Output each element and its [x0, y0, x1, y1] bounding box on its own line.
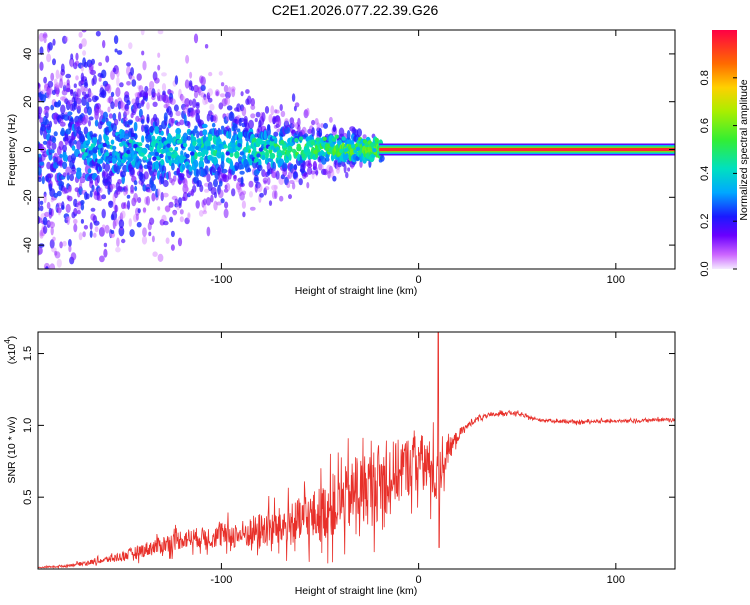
y-tick-label: -40: [22, 237, 34, 253]
svg-text:(x104): (x104): [3, 336, 18, 364]
spectrogram-panel: -100 0 100 -40 -20 0 20 40 Height of straight …: [6, 29, 676, 297]
snr-series-line: [37, 331, 676, 570]
y-tick-label: 40: [22, 48, 34, 60]
colorbar: 0.0 0.2 0.4 0.6 0.8 Normalized spectral ampl…: [699, 30, 750, 277]
y-tick-label: 0: [22, 146, 34, 152]
colorbar-label: Normalized spectral amplitude: [738, 79, 750, 220]
colorbar-tick-label: 0.0: [699, 261, 711, 276]
colorbar-axis: 0.0 0.2 0.4 0.6 0.8: [699, 70, 737, 277]
spectrogram-heatmap: [38, 30, 675, 269]
snr-panel: -100 0 100 0.5 1.0 1.5 Height of straight li…: [3, 331, 676, 597]
snr-y-label: SNR (10 * v/v): [6, 416, 18, 483]
y-tick-label: 1.5: [22, 346, 34, 361]
colorbar-tick-label: 0.4: [699, 166, 711, 181]
y-tick-label: 20: [22, 96, 34, 108]
figure-title: C2E1.2026.077.22.39.G26: [272, 2, 439, 18]
colorbar-gradient: [712, 30, 737, 269]
snr-x-label: Height of straight line (km): [295, 585, 418, 597]
spectrogram-x-label: Height of straight line (km): [295, 285, 418, 297]
colorbar-tick-label: 0.8: [699, 70, 711, 85]
spectrogram-x-axis: -100 0 100: [210, 30, 625, 286]
x-tick-label: -100: [210, 574, 232, 586]
spectrogram-y-axis: -40 -20 0 20 40: [22, 48, 675, 253]
colorbar-tick-label: 0.2: [699, 214, 711, 229]
x-tick-label: 0: [416, 274, 422, 286]
x-tick-label: -100: [210, 274, 232, 286]
snr-x-axis: -100 0 100: [210, 332, 625, 586]
spectrogram-y-label: Frequency (Hz): [6, 114, 18, 186]
y-tick-label: 0.5: [22, 490, 34, 505]
multiplier-close: ): [6, 336, 18, 340]
multiplier-base: (x10: [6, 344, 18, 365]
y-tick-label: 1.0: [22, 418, 34, 433]
multiplier-exp: 4: [3, 339, 12, 344]
colorbar-tick-label: 0.6: [699, 118, 711, 133]
snr-y-multiplier: (x104): [3, 336, 18, 364]
x-tick-label: 100: [607, 574, 625, 586]
y-tick-label: -20: [22, 189, 34, 205]
x-tick-label: 0: [416, 574, 422, 586]
snr-frame: [37, 331, 676, 570]
x-tick-label: 100: [607, 274, 625, 286]
snr-y-axis: 0.5 1.0 1.5: [22, 346, 675, 505]
